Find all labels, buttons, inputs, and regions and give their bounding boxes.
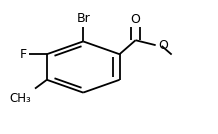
Text: F: F <box>19 48 26 61</box>
Text: CH₃: CH₃ <box>9 92 31 105</box>
Text: O: O <box>131 13 141 26</box>
Text: O: O <box>158 39 168 52</box>
Text: Br: Br <box>76 12 90 25</box>
